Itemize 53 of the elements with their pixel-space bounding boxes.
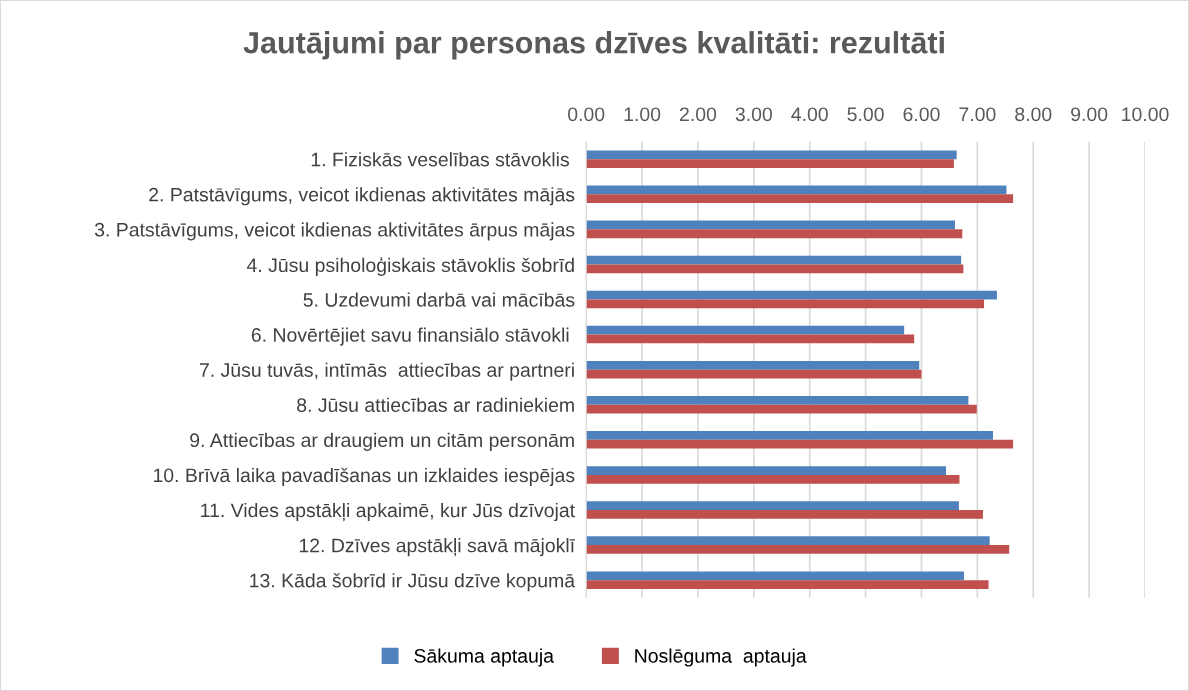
bar xyxy=(586,194,1014,204)
bar xyxy=(586,159,954,168)
bar xyxy=(586,474,960,484)
bar xyxy=(586,229,963,239)
bar xyxy=(586,150,957,160)
y-tick-label: 1. Fiziskās veselības stāvoklis xyxy=(311,152,569,167)
x-tick-label: 5.00 xyxy=(847,107,884,122)
bar xyxy=(586,545,1010,554)
bar xyxy=(586,571,964,581)
y-tick-label: 6. Novērtējiet savu finansiālo stāvokli xyxy=(251,327,569,346)
bar xyxy=(586,185,1007,195)
bar xyxy=(586,264,964,274)
y-tick-label: 13. Kāda šobrīd ir Jūsu dzīve kopumā xyxy=(250,573,576,592)
y-tick-label: 7. Jūsu tuvās, intīmās attiecības ar partneri xyxy=(199,362,574,381)
x-tick-label: 10.00 xyxy=(1122,107,1169,122)
y-tick-label: 10. Brīvā laika pavadīšanas un izklaides iespējas xyxy=(153,467,575,487)
bar xyxy=(586,220,955,230)
x-tick-label: 1.00 xyxy=(624,107,661,122)
bar xyxy=(586,510,983,519)
bar xyxy=(586,580,989,589)
chart-title: Jautājumi par personas dzīves kvalitāti: rezultāti xyxy=(243,31,944,60)
bar xyxy=(586,360,920,370)
x-tick-label: 2.00 xyxy=(680,107,717,122)
x-tick-label: 7.00 xyxy=(959,107,996,122)
x-tick-label: 3.00 xyxy=(735,107,772,122)
x-tick-label: 0.00 xyxy=(568,107,605,122)
bar xyxy=(586,255,962,265)
legend-label: Noslēguma aptauja xyxy=(635,648,807,667)
x-tick-label: 9.00 xyxy=(1071,107,1108,122)
x-tick-label: 6.00 xyxy=(903,107,940,122)
bar xyxy=(586,369,922,379)
y-tick-label: 5. Uzdevumi darbā vai mācībās xyxy=(303,292,575,307)
bar xyxy=(586,501,959,511)
bar xyxy=(586,290,997,300)
bar xyxy=(586,299,985,309)
y-tick-label: 8. Jūsu attiecības ar radiniekiem xyxy=(297,397,574,412)
x-tick-label: 4.00 xyxy=(791,107,828,122)
y-tick-label: 4. Jūsu psiholoģiskais stāvoklis šobrīd xyxy=(246,257,574,276)
legend-label: Sākuma aptauja xyxy=(414,648,554,667)
y-tick-label: 2. Patstāvīgums, veicot ikdienas aktivitātes mājās xyxy=(149,187,575,206)
bar xyxy=(586,334,915,344)
bar xyxy=(586,404,977,414)
bar xyxy=(586,466,947,475)
y-tick-label: 3. Patstāvīgums, veicot ikdienas aktivitātes ārpus mājas xyxy=(94,222,575,241)
bar xyxy=(586,431,994,440)
y-tick-label: 9. Attiecības ar draugiem un citām personām xyxy=(190,432,574,451)
bar xyxy=(586,439,1014,449)
x-tick-label: 8.00 xyxy=(1015,107,1052,122)
bar xyxy=(586,325,905,335)
bar xyxy=(586,396,969,405)
bar xyxy=(586,536,990,546)
y-tick-label: 11. Vides apstākļi apkaimē, kur Jūs dzīvojat xyxy=(201,502,575,522)
y-tick-label: 12. Dzīves apstākļi savā mājoklī xyxy=(299,538,576,557)
